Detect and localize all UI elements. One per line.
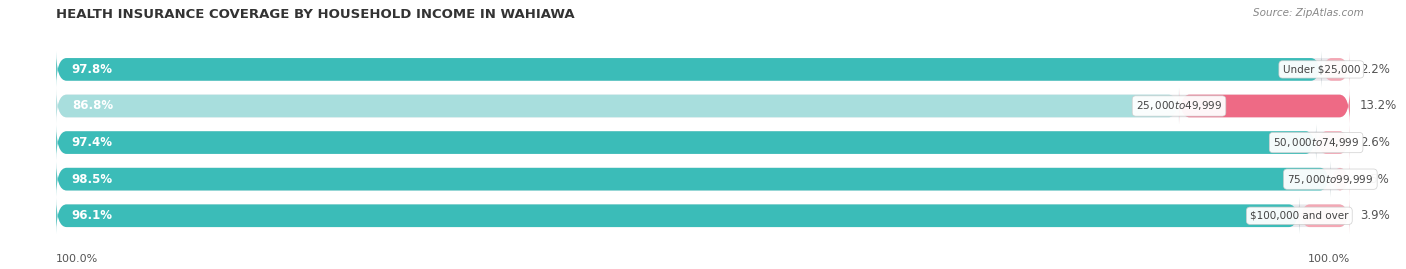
Text: 100.0%: 100.0% [1308,254,1350,264]
Text: 1.5%: 1.5% [1360,173,1391,186]
FancyBboxPatch shape [56,198,1350,234]
Text: 98.5%: 98.5% [72,173,112,186]
FancyBboxPatch shape [56,125,1350,161]
FancyBboxPatch shape [56,161,1330,197]
FancyBboxPatch shape [1330,161,1350,197]
FancyBboxPatch shape [56,161,1350,197]
Text: $25,000 to $49,999: $25,000 to $49,999 [1136,100,1222,112]
Text: $75,000 to $99,999: $75,000 to $99,999 [1288,173,1374,186]
Text: 2.2%: 2.2% [1360,63,1391,76]
Text: 96.1%: 96.1% [72,209,112,222]
Text: $50,000 to $74,999: $50,000 to $74,999 [1272,136,1360,149]
Text: 97.4%: 97.4% [72,136,112,149]
FancyBboxPatch shape [56,125,1316,161]
Text: 86.8%: 86.8% [72,100,112,112]
FancyBboxPatch shape [1180,88,1350,124]
Text: 97.8%: 97.8% [72,63,112,76]
Text: HEALTH INSURANCE COVERAGE BY HOUSEHOLD INCOME IN WAHIAWA: HEALTH INSURANCE COVERAGE BY HOUSEHOLD I… [56,8,575,21]
Text: 3.9%: 3.9% [1360,209,1391,222]
Text: 2.6%: 2.6% [1360,136,1391,149]
Text: $100,000 and over: $100,000 and over [1250,211,1348,221]
FancyBboxPatch shape [56,51,1350,87]
Text: 100.0%: 100.0% [56,254,98,264]
FancyBboxPatch shape [56,51,1322,87]
FancyBboxPatch shape [56,88,1350,124]
FancyBboxPatch shape [56,88,1180,124]
FancyBboxPatch shape [1299,198,1350,234]
FancyBboxPatch shape [56,198,1299,234]
FancyBboxPatch shape [1322,51,1350,87]
FancyBboxPatch shape [1316,125,1350,161]
Text: Source: ZipAtlas.com: Source: ZipAtlas.com [1253,8,1364,18]
Text: 13.2%: 13.2% [1360,100,1398,112]
Text: Under $25,000: Under $25,000 [1282,64,1360,75]
